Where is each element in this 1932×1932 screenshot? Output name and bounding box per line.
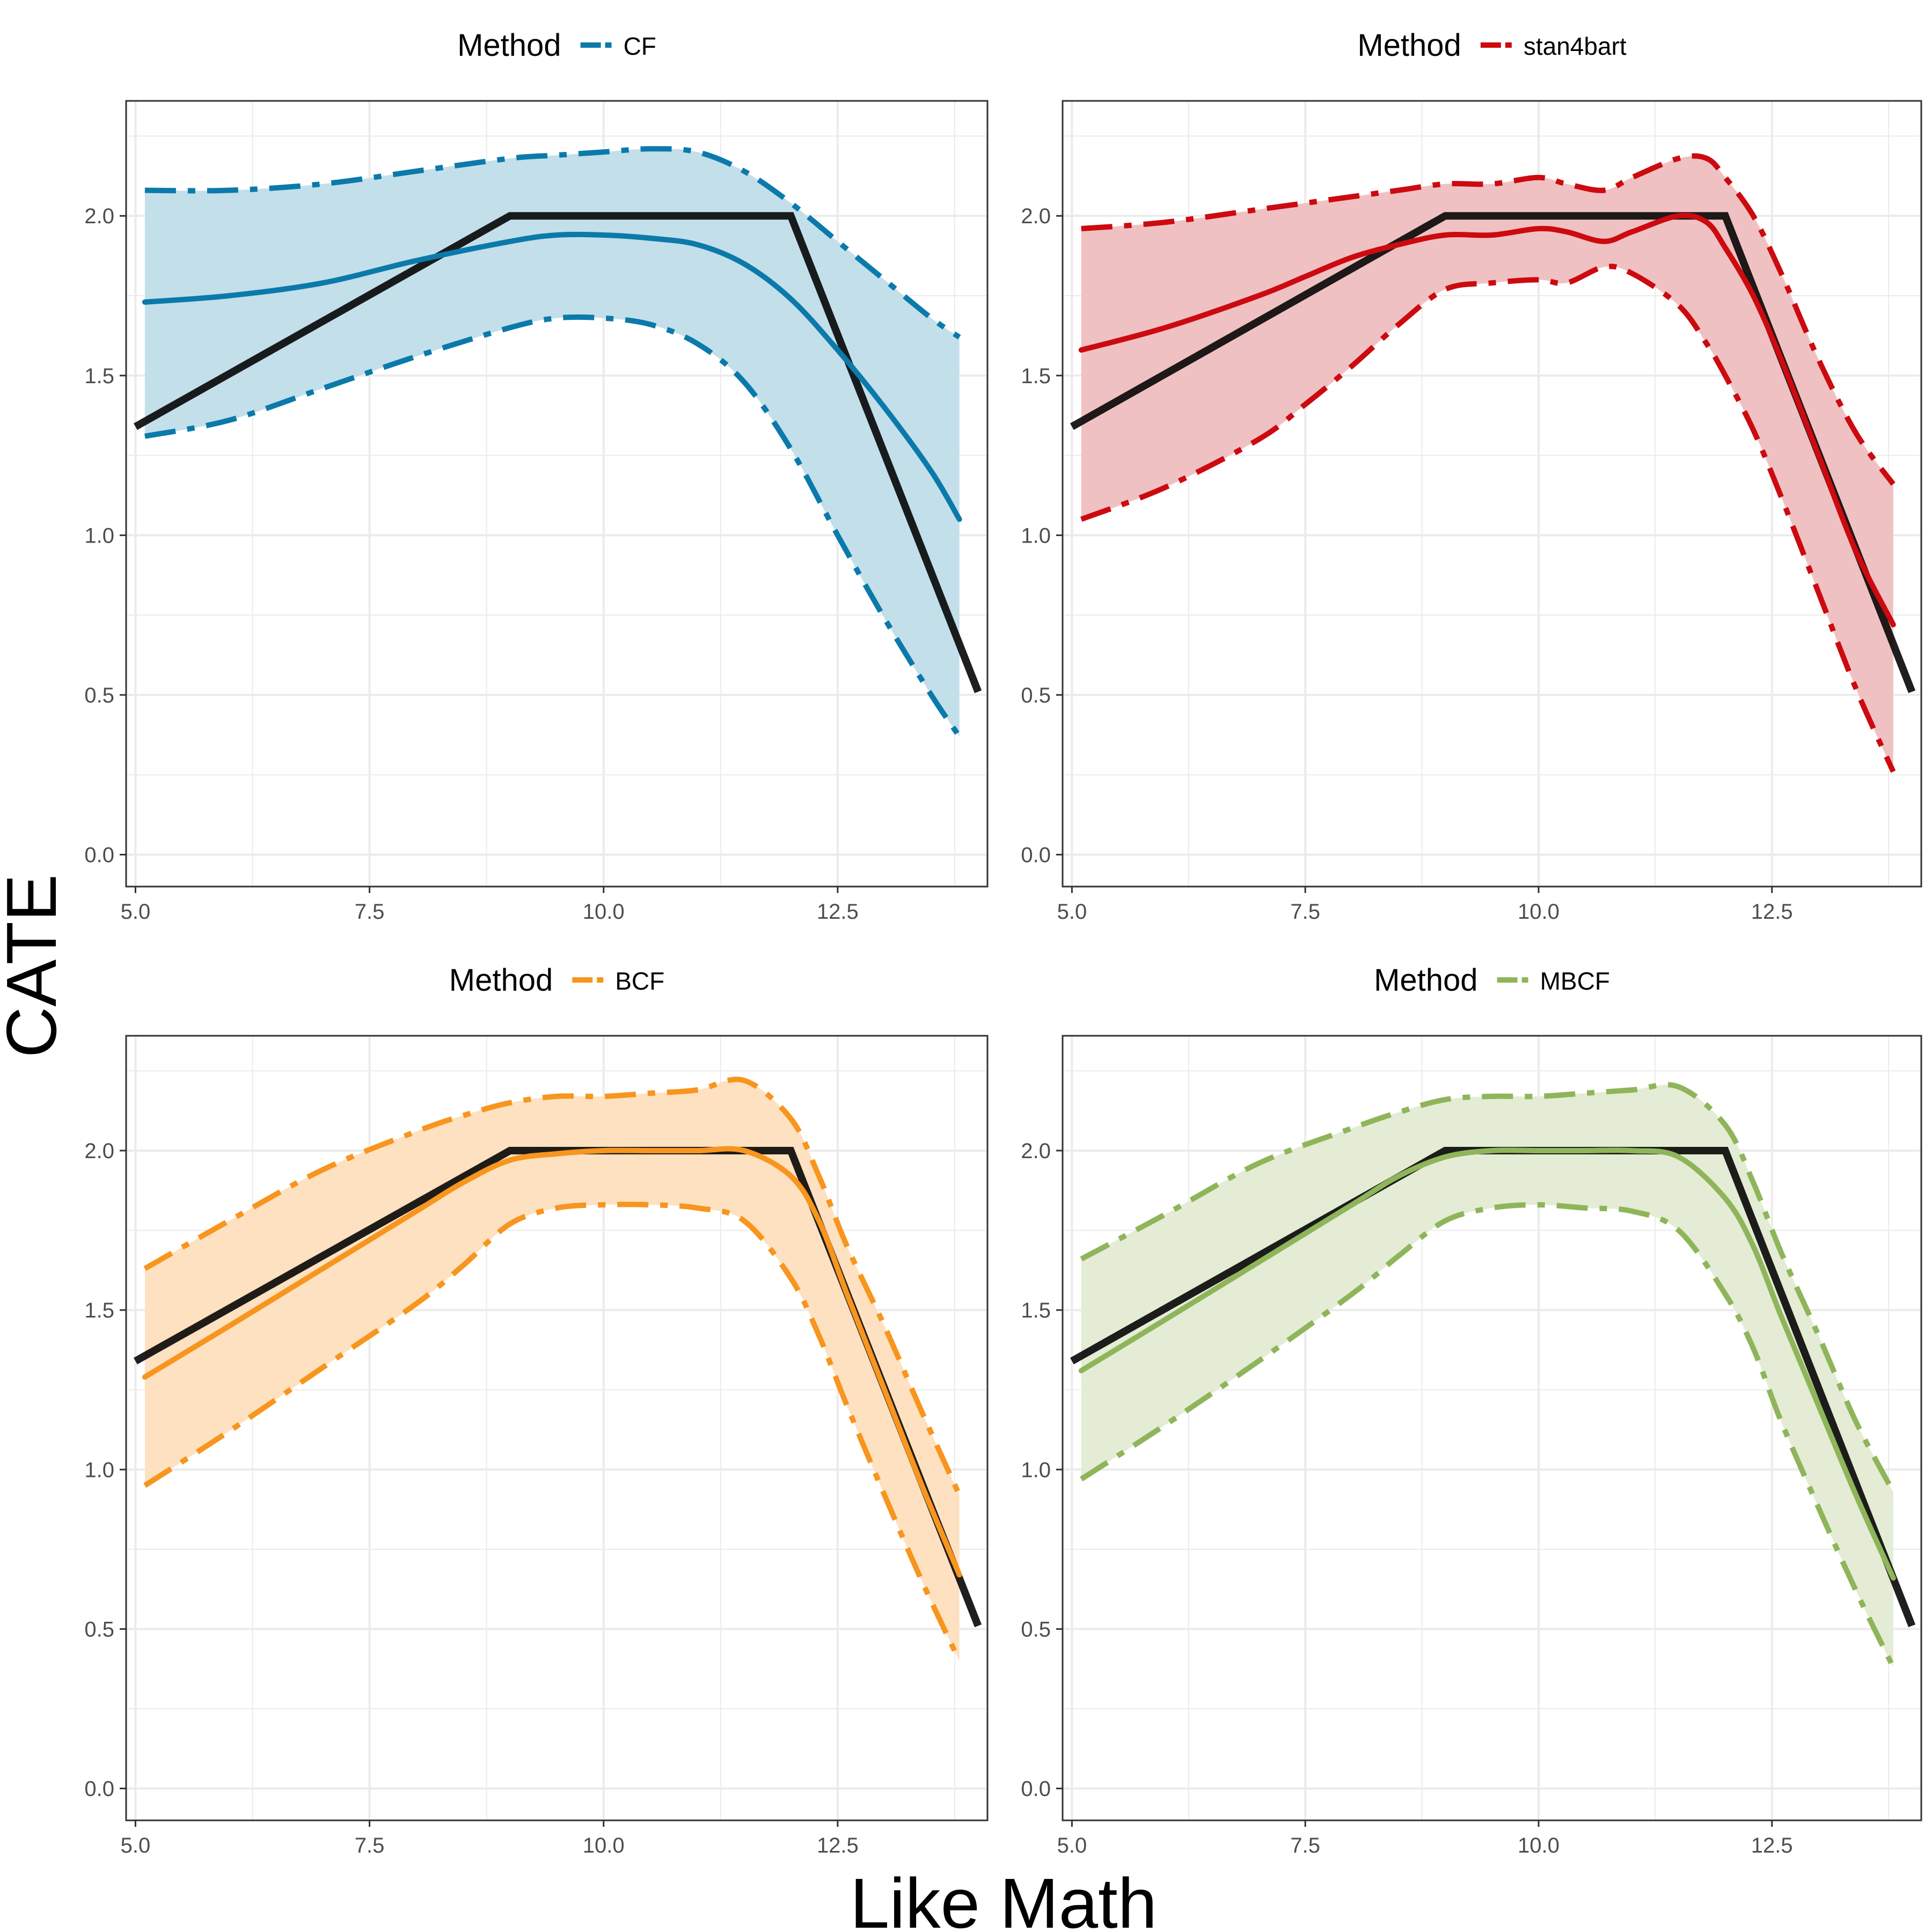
legend-key-label: BCF [615, 967, 664, 995]
y-tick-label: 1.5 [1021, 1299, 1051, 1322]
x-tick-label: 12.5 [1751, 1834, 1793, 1857]
y-tick-label: 1.0 [84, 524, 114, 547]
x-tick-label: 7.5 [355, 900, 385, 924]
y-tick-label: 0.0 [1021, 1777, 1051, 1801]
estimate-line [142, 231, 962, 522]
y-tick-label: 2.0 [84, 1139, 114, 1163]
x-tick-label: 12.5 [817, 1834, 859, 1857]
lower-bound-line [1080, 1202, 1896, 1668]
panel-border [125, 100, 989, 888]
y-tick-label: 2.0 [1021, 1139, 1051, 1163]
x-tick-label: 10.0 [583, 900, 625, 924]
legend: Method MBCF [1374, 963, 1610, 998]
upper-bound-line [1080, 1082, 1896, 1494]
confidence-band [144, 1079, 960, 1661]
confidence-band [144, 149, 960, 737]
panel-border [1062, 1035, 1922, 1821]
y-tick-label: 0.0 [84, 1777, 114, 1801]
panel-mbcf: 5.0 7.5 10.0 12.5 0.0 0.5 1.0 1.5 2.0 Method MBCF [1021, 963, 1922, 1857]
panel-stan4bart: 5.0 7.5 10.0 12.5 0.0 0.5 1.0 1.5 2.0 Method stan4… [1021, 28, 1922, 924]
axes: 5.0 7.5 10.0 12.5 0.0 0.5 1.0 1.5 2.0 [84, 1139, 858, 1857]
y-tick-label: 1.0 [84, 1458, 114, 1482]
true-cate-line [133, 212, 982, 693]
x-tick-label: 10.0 [1518, 900, 1560, 924]
y-tick-label: 0.5 [84, 1618, 114, 1641]
x-tick-label: 7.5 [1290, 900, 1320, 924]
y-tick-label: 0.0 [84, 843, 114, 867]
legend-title: Method [1374, 963, 1477, 998]
y-tick-label: 1.0 [1021, 1458, 1051, 1482]
y-tick-label: 2.0 [1021, 204, 1051, 228]
y-tick-label: 0.0 [1021, 843, 1051, 867]
y-tick-label: 1.5 [1021, 364, 1051, 388]
x-tick-label: 5.0 [1057, 1834, 1087, 1857]
legend-title: Method [1357, 28, 1461, 63]
confidence-band [1081, 1085, 1893, 1667]
panel-border [125, 1035, 989, 1821]
y-tick-label: 0.5 [1021, 1618, 1051, 1641]
x-tick-label: 5.0 [121, 1834, 151, 1857]
legend: Method stan4bart [1357, 28, 1626, 63]
axes: 5.0 7.5 10.0 12.5 0.0 0.5 1.0 1.5 2.0 [84, 204, 858, 924]
lower-bound-line [144, 314, 962, 738]
panel-bcf: 5.0 7.5 10.0 12.5 0.0 0.5 1.0 1.5 2.0 Method BCF [84, 963, 989, 1857]
x-tick-label: 7.5 [1290, 1834, 1320, 1857]
x-tick-label: 5.0 [121, 900, 151, 924]
estimate-line [142, 1146, 962, 1578]
panel-border [1062, 100, 1922, 888]
x-axis-label: Like Math [850, 1864, 1157, 1932]
x-tick-label: 7.5 [355, 1834, 385, 1857]
y-tick-label: 1.0 [1021, 524, 1051, 547]
x-tick-label: 12.5 [1751, 900, 1793, 924]
legend: Method BCF [449, 963, 664, 998]
legend-key-label: MBCF [1540, 967, 1610, 995]
upper-bound-line [144, 146, 961, 340]
legend: Method CF [457, 28, 656, 63]
estimate-line [1078, 213, 1896, 627]
axes: 5.0 7.5 10.0 12.5 0.0 0.5 1.0 1.5 2.0 [1021, 1139, 1792, 1857]
upper-bound-line [1081, 153, 1896, 486]
x-tick-label: 5.0 [1057, 900, 1087, 924]
axes: 5.0 7.5 10.0 12.5 0.0 0.5 1.0 1.5 2.0 [1021, 204, 1792, 924]
legend-title: Method [457, 28, 561, 63]
lower-bound-line [143, 1202, 962, 1662]
estimate-line [1078, 1147, 1896, 1581]
y-tick-label: 1.5 [84, 1299, 114, 1322]
upper-bound-line [143, 1077, 962, 1496]
y-tick-label: 0.5 [84, 684, 114, 707]
y-axis-label: CATE [0, 874, 71, 1058]
x-tick-label: 10.0 [1518, 1834, 1560, 1857]
y-tick-label: 1.5 [84, 364, 114, 388]
y-tick-label: 2.0 [84, 204, 114, 228]
y-tick-label: 0.5 [1021, 684, 1051, 707]
legend-key-label: CF [624, 32, 656, 60]
legend-key-label: stan4bart [1524, 32, 1627, 60]
x-tick-label: 10.0 [583, 1834, 625, 1857]
lower-bound-line [1080, 264, 1896, 773]
panel-cf: 5.0 7.5 10.0 12.5 0.0 0.5 1.0 1.5 2.0 Method CF [84, 28, 989, 924]
legend-title: Method [449, 963, 553, 998]
x-tick-label: 12.5 [817, 900, 859, 924]
